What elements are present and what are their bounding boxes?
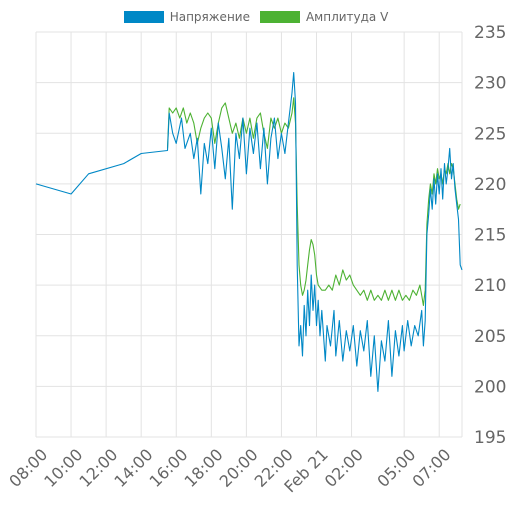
legend-label-amplitude: Амплитуда V (305, 10, 389, 24)
x-tick-label: 20:00 (216, 445, 262, 491)
chart-grid (35, 31, 463, 438)
legend: Напряжение Амплитуда V (0, 8, 512, 26)
legend-swatch-voltage (123, 11, 164, 23)
x-axis: 08:0010:0012:0014:0016:0018:0020:0022:00… (5, 445, 454, 496)
chart-series (35, 71, 463, 392)
y-tick-label: 220 (474, 175, 506, 195)
x-tick-label: 14:00 (110, 445, 156, 491)
legend-label-voltage: Напряжение (169, 10, 250, 24)
series-line-amplitude[interactable] (166, 97, 461, 306)
y-tick-label: 195 (474, 428, 506, 448)
y-tick-label: 235 (474, 23, 506, 43)
x-tick-label: 12:00 (75, 445, 121, 491)
x-tick-label: 02:00 (321, 445, 367, 491)
legend-swatch-amplitude (259, 11, 300, 23)
series-line-voltage[interactable] (35, 71, 463, 392)
x-tick-label: 18:00 (181, 445, 227, 491)
y-axis: 195 200 205 210 215 220 225 230 235 (474, 23, 506, 448)
x-tick-label: 08:00 (5, 445, 51, 491)
x-tick-label: 07:00 (408, 445, 454, 491)
y-tick-label: 210 (474, 276, 506, 296)
y-tick-label: 200 (474, 377, 506, 397)
x-tick-label: 16:00 (146, 445, 192, 491)
x-tick-label: 10:00 (40, 445, 86, 491)
y-tick-label: 230 (474, 74, 506, 94)
y-tick-label: 225 (474, 124, 506, 144)
y-tick-label: 205 (474, 327, 506, 347)
legend-item-amplitude[interactable]: Амплитуда V (259, 10, 389, 24)
legend-item-voltage[interactable]: Напряжение (123, 10, 250, 24)
x-tick-label: 05:00 (373, 445, 419, 491)
y-tick-label: 215 (474, 226, 506, 246)
